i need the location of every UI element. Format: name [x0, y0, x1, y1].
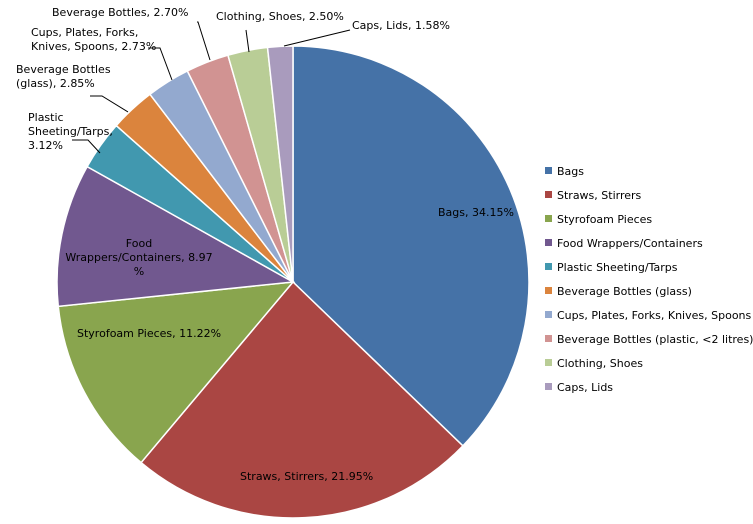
legend-label-3: Styrofoam Pieces [557, 213, 652, 226]
legend-label-10: Caps, Lids [557, 381, 613, 394]
data-label-2: Straws, Stirrers, 21.95% [240, 470, 373, 483]
data-label-8: Beverage Bottles, 2.70% [52, 6, 189, 19]
legend-swatch-6 [545, 287, 552, 294]
leader-line-5 [72, 139, 101, 154]
leader-line-9 [245, 29, 250, 53]
leader-line-8 [197, 21, 211, 61]
leader-line-6 [90, 95, 129, 113]
legend-label-1: Bags [557, 165, 584, 178]
data-label-9: Clothing, Shoes, 2.50% [216, 10, 344, 23]
data-label-5: Plastic Sheeting/Tarps, 3.12% [28, 111, 113, 152]
leader-lines [72, 21, 351, 154]
legend-label-7: Cups, Plates, Forks, Knives, Spoons [557, 309, 752, 322]
legend-swatch-10 [545, 383, 552, 390]
legend-swatch-8 [545, 335, 552, 342]
data-label-7: Cups, Plates, Forks, Knives, Spoons, 2.73… [31, 26, 156, 53]
data-labels: Bags, 34.15% Straws, Stirrers, 21.95% Styr… [16, 6, 514, 483]
legend-swatch-7 [545, 311, 552, 318]
legend-label-9: Clothing, Shoes [557, 357, 643, 370]
legend-swatch-1 [545, 167, 552, 174]
data-label-6: Beverage Bottles (glass), 2.85% [16, 63, 111, 90]
leader-line-7 [148, 47, 173, 81]
pie-slice-4 [56, 165, 296, 308]
legend: Bags Straws, Stirrers Styrofoam Pieces Food… [545, 165, 753, 394]
data-label-1: Bags, 34.15% [438, 206, 514, 219]
legend-swatch-4 [545, 239, 552, 246]
legend-label-6: Beverage Bottles (glass) [557, 285, 692, 298]
pie-slice-1 [292, 45, 530, 447]
data-label-4: Food Wrappers/Containers, 8.97% [65, 237, 212, 278]
data-label-10: Caps, Lids, 1.58% [352, 19, 450, 32]
pie-slice-10 [266, 45, 294, 283]
legend-label-5: Plastic Sheeting/Tarps [557, 261, 678, 274]
pie-slice-3 [57, 281, 295, 464]
data-label-3: Styrofoam Pieces, 11.22% [77, 327, 221, 340]
pie-slices [56, 45, 530, 519]
legend-label-2: Straws, Stirrers [557, 189, 642, 202]
legend-swatch-5 [545, 263, 552, 270]
legend-swatch-9 [545, 359, 552, 366]
legend-swatch-2 [545, 191, 552, 198]
pie-slice-2 [140, 280, 464, 519]
legend-swatch-3 [545, 215, 552, 222]
legend-label-4: Food Wrappers/Containers [557, 237, 703, 250]
legend-label-8: Beverage Bottles (plastic, <2 litres) [557, 333, 753, 346]
leader-line-10 [283, 29, 351, 47]
